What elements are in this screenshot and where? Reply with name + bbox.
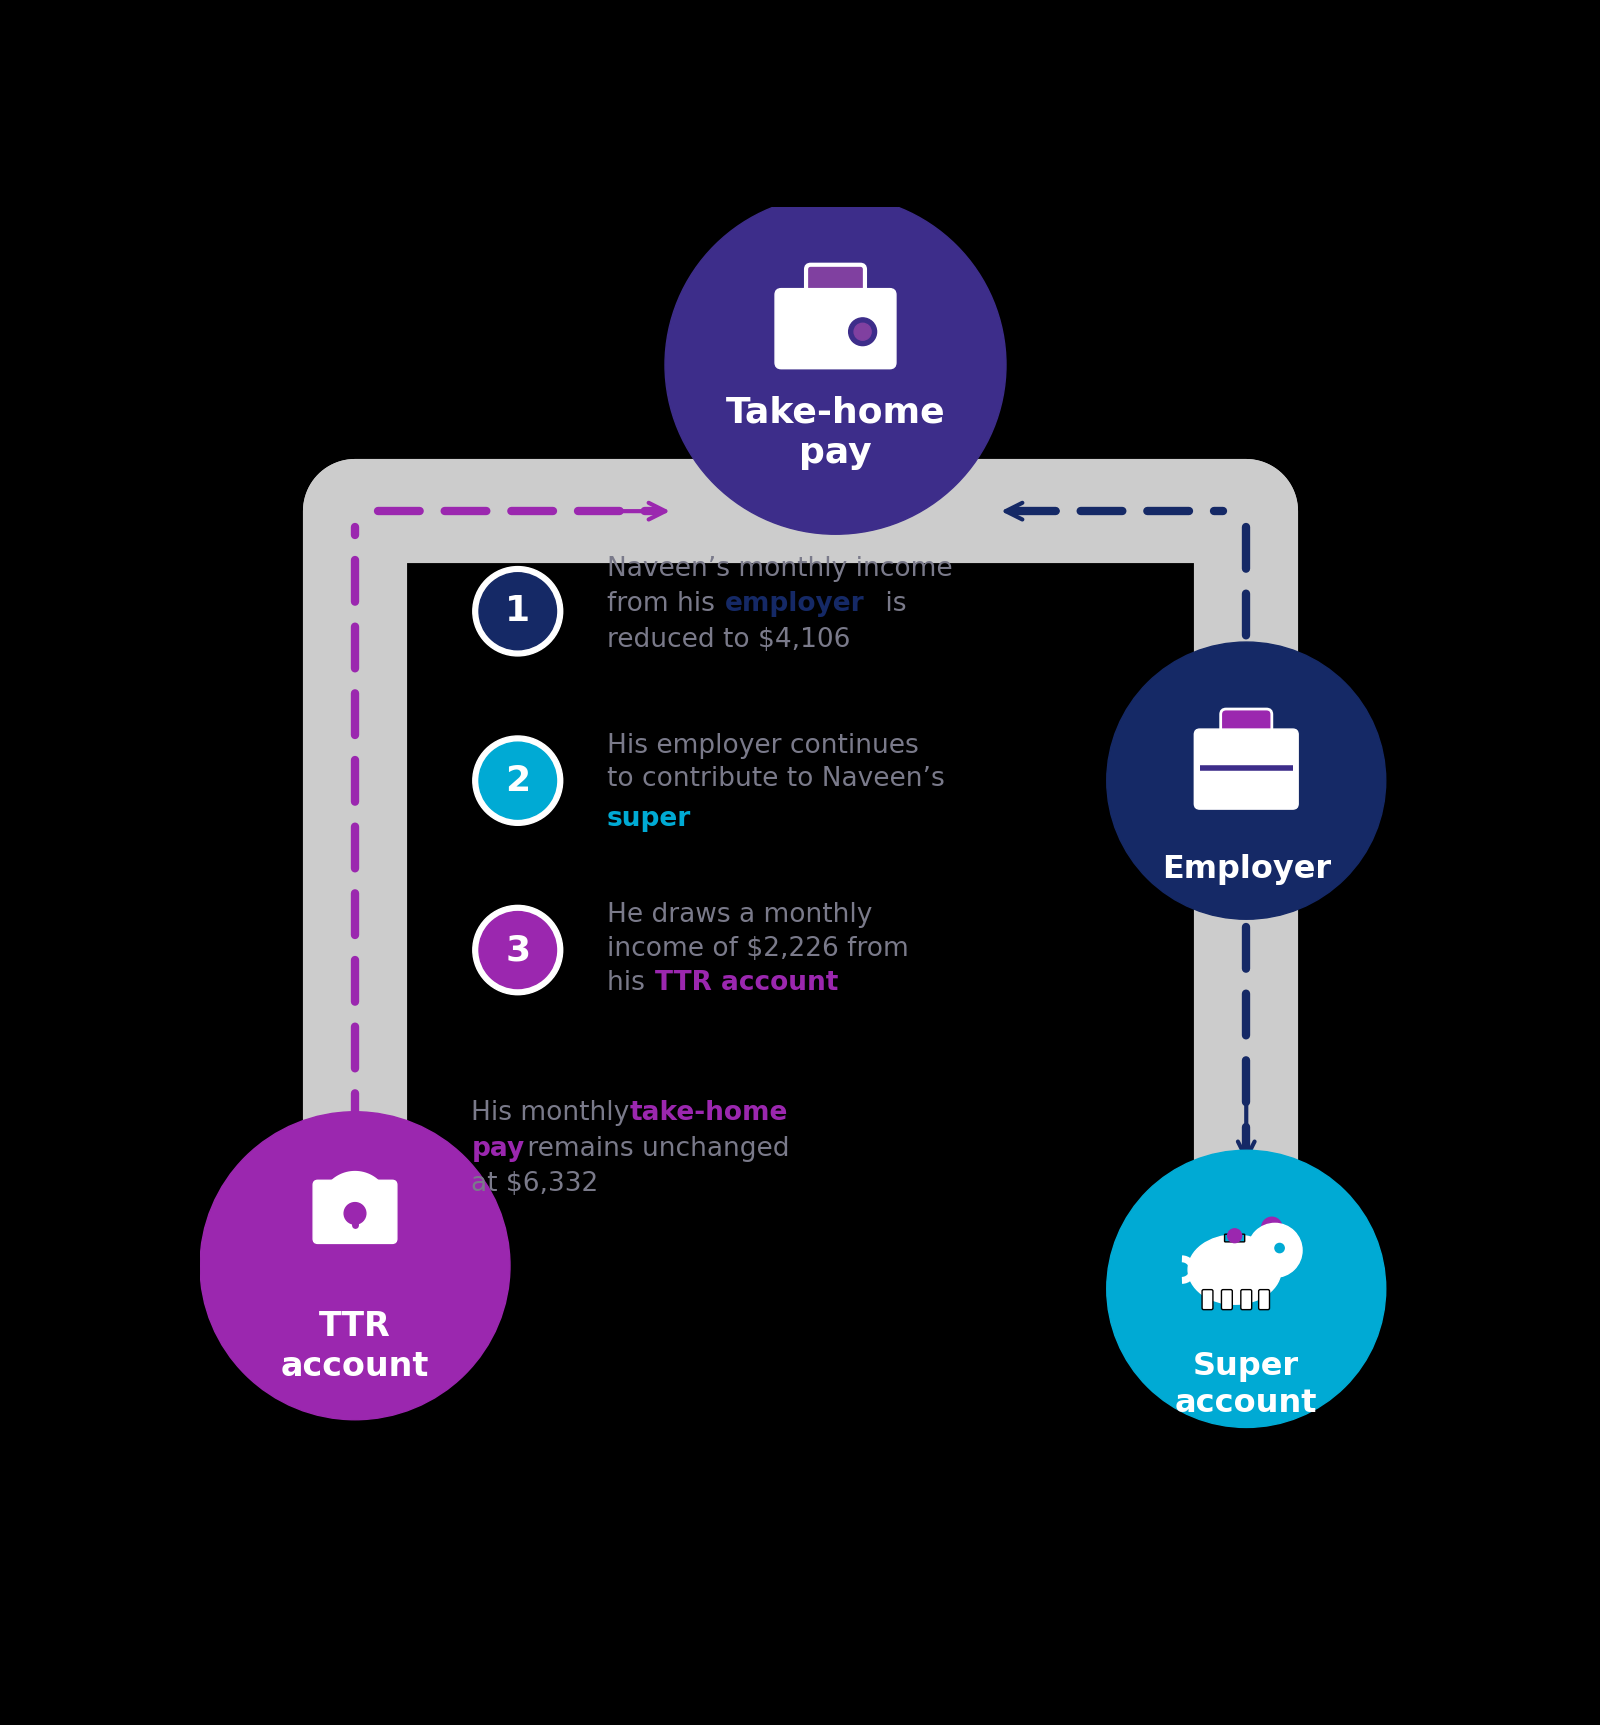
Circle shape: [848, 317, 877, 345]
Text: income of $2,226 from: income of $2,226 from: [606, 935, 909, 961]
Circle shape: [474, 737, 563, 825]
Circle shape: [474, 566, 563, 656]
FancyBboxPatch shape: [1194, 730, 1298, 809]
Text: from his: from his: [606, 590, 723, 616]
Text: TTR account: TTR account: [654, 969, 838, 995]
FancyBboxPatch shape: [314, 1180, 397, 1244]
FancyBboxPatch shape: [1202, 1290, 1213, 1309]
Text: super: super: [606, 806, 691, 831]
Text: Super
account: Super account: [1174, 1351, 1317, 1420]
Text: His employer continues: His employer continues: [606, 733, 918, 759]
Circle shape: [478, 742, 557, 819]
Text: 2: 2: [506, 764, 530, 797]
Text: TTR
account: TTR account: [282, 1311, 429, 1383]
FancyBboxPatch shape: [1221, 1290, 1232, 1309]
FancyBboxPatch shape: [806, 264, 866, 300]
Text: employer: employer: [725, 590, 864, 616]
Text: at $6,332: at $6,332: [472, 1171, 598, 1197]
Circle shape: [1107, 1151, 1386, 1428]
Circle shape: [474, 906, 563, 995]
Ellipse shape: [1189, 1235, 1282, 1304]
Circle shape: [1275, 1244, 1285, 1252]
FancyBboxPatch shape: [1259, 1290, 1269, 1309]
Circle shape: [1107, 642, 1386, 919]
Text: reduced to $4,106: reduced to $4,106: [606, 626, 850, 652]
Circle shape: [478, 911, 557, 988]
Circle shape: [1262, 1218, 1282, 1237]
Text: He draws a monthly: He draws a monthly: [606, 902, 872, 928]
Text: Take-home
pay: Take-home pay: [726, 395, 946, 469]
Circle shape: [344, 1202, 366, 1225]
Text: pay: pay: [472, 1135, 525, 1161]
Text: take-home: take-home: [630, 1101, 789, 1126]
FancyBboxPatch shape: [1224, 1233, 1245, 1242]
Text: his: his: [606, 969, 653, 995]
Text: Employer: Employer: [1162, 854, 1331, 885]
Circle shape: [666, 195, 1006, 535]
Text: 3: 3: [506, 933, 530, 968]
Circle shape: [1248, 1223, 1302, 1276]
Text: to contribute to Naveen’s: to contribute to Naveen’s: [606, 766, 944, 792]
FancyBboxPatch shape: [1221, 709, 1272, 742]
Circle shape: [1227, 1228, 1242, 1242]
Circle shape: [478, 573, 557, 650]
FancyBboxPatch shape: [774, 288, 896, 369]
Text: 1: 1: [506, 593, 530, 628]
Text: Naveen’s monthly income: Naveen’s monthly income: [606, 555, 952, 581]
Circle shape: [854, 323, 870, 340]
FancyBboxPatch shape: [1242, 1290, 1251, 1309]
Text: remains unchanged: remains unchanged: [520, 1135, 790, 1161]
Text: is: is: [877, 590, 906, 616]
Circle shape: [200, 1111, 510, 1420]
Text: His monthly: His monthly: [472, 1101, 638, 1126]
